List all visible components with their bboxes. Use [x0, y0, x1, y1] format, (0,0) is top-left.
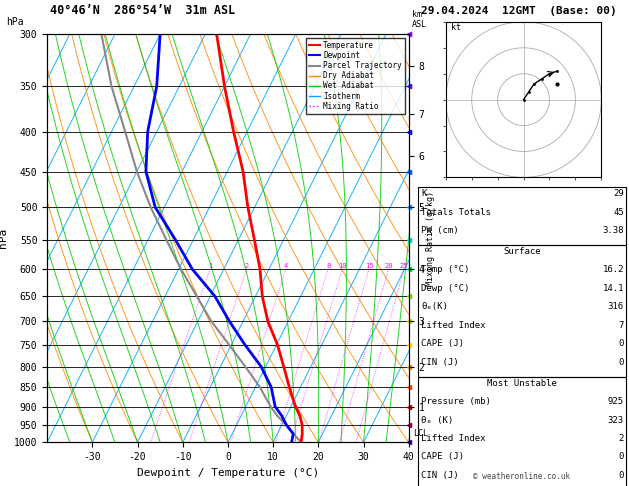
- Text: 40°46’N  286°54’W  31m ASL: 40°46’N 286°54’W 31m ASL: [50, 3, 236, 17]
- Text: kt: kt: [451, 23, 461, 32]
- Text: Totals Totals: Totals Totals: [421, 208, 491, 217]
- Text: 2: 2: [618, 434, 624, 443]
- Text: 316: 316: [608, 302, 624, 312]
- Text: 15: 15: [365, 263, 373, 269]
- Text: 3.38: 3.38: [603, 226, 624, 235]
- Text: θₑ (K): θₑ (K): [421, 416, 454, 425]
- Text: © weatheronline.co.uk: © weatheronline.co.uk: [474, 472, 571, 481]
- Text: Mixing Ratio (g/kg): Mixing Ratio (g/kg): [426, 191, 435, 286]
- Text: 2: 2: [245, 263, 248, 269]
- Y-axis label: hPa: hPa: [0, 228, 8, 248]
- Text: Most Unstable: Most Unstable: [487, 379, 557, 388]
- Text: 0: 0: [618, 452, 624, 462]
- Text: Surface: Surface: [503, 247, 541, 256]
- Legend: Temperature, Dewpoint, Parcel Trajectory, Dry Adiabat, Wet Adiabat, Isotherm, Mi: Temperature, Dewpoint, Parcel Trajectory…: [306, 38, 405, 114]
- Text: 29.04.2024  12GMT  (Base: 00): 29.04.2024 12GMT (Base: 00): [421, 6, 617, 16]
- Text: km
ASL: km ASL: [412, 10, 427, 29]
- Text: hPa: hPa: [6, 17, 24, 27]
- Text: CIN (J): CIN (J): [421, 358, 459, 367]
- Text: 4: 4: [284, 263, 288, 269]
- Text: PW (cm): PW (cm): [421, 226, 459, 235]
- Text: 16.2: 16.2: [603, 265, 624, 275]
- Text: 8: 8: [326, 263, 330, 269]
- Text: 14.1: 14.1: [603, 284, 624, 293]
- Text: K: K: [421, 189, 426, 198]
- Text: CAPE (J): CAPE (J): [421, 339, 464, 348]
- Text: 7: 7: [618, 321, 624, 330]
- Text: 25: 25: [400, 263, 408, 269]
- Text: 1: 1: [208, 263, 212, 269]
- Text: θₑ(K): θₑ(K): [421, 302, 448, 312]
- Text: CAPE (J): CAPE (J): [421, 452, 464, 462]
- Text: 323: 323: [608, 416, 624, 425]
- Text: 925: 925: [608, 397, 624, 406]
- Text: 0: 0: [618, 339, 624, 348]
- X-axis label: Dewpoint / Temperature (°C): Dewpoint / Temperature (°C): [137, 468, 319, 478]
- Text: LCL: LCL: [413, 429, 428, 438]
- Text: 0: 0: [618, 471, 624, 480]
- Text: 29: 29: [613, 189, 624, 198]
- Text: Lifted Index: Lifted Index: [421, 434, 486, 443]
- Text: 20: 20: [384, 263, 392, 269]
- Text: CIN (J): CIN (J): [421, 471, 459, 480]
- Text: 0: 0: [618, 358, 624, 367]
- Text: Pressure (mb): Pressure (mb): [421, 397, 491, 406]
- Text: Temp (°C): Temp (°C): [421, 265, 470, 275]
- Text: Lifted Index: Lifted Index: [421, 321, 486, 330]
- Text: Dewp (°C): Dewp (°C): [421, 284, 470, 293]
- Text: 45: 45: [613, 208, 624, 217]
- Text: 10: 10: [338, 263, 347, 269]
